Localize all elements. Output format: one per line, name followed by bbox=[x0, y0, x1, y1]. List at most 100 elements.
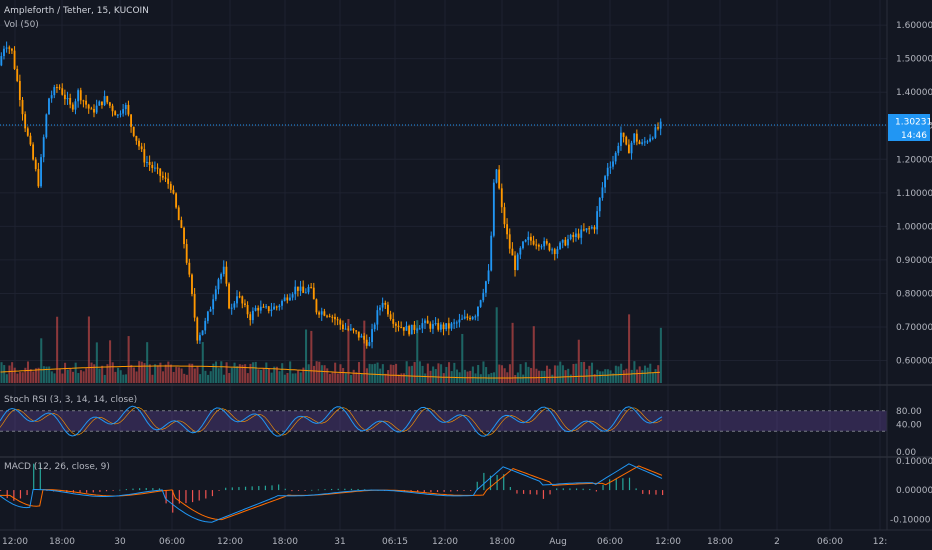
volume-bar bbox=[365, 368, 368, 383]
candle-body bbox=[620, 132, 622, 146]
volume-bar bbox=[471, 366, 474, 383]
macd-histogram-bar bbox=[470, 490, 472, 491]
candle-body bbox=[657, 127, 659, 129]
macd-histogram-bar bbox=[278, 484, 280, 491]
candle-body bbox=[490, 235, 493, 271]
candle-body bbox=[405, 325, 408, 331]
macd-histogram-bar bbox=[311, 489, 313, 491]
volume-bar bbox=[29, 369, 32, 383]
candle-body bbox=[0, 56, 3, 66]
volume-bar bbox=[130, 364, 133, 383]
candle-body bbox=[479, 300, 482, 307]
candle-body bbox=[508, 234, 511, 249]
candle-body bbox=[16, 68, 19, 81]
volume-bar bbox=[387, 370, 390, 383]
candle-body bbox=[598, 197, 601, 212]
volume-bar bbox=[551, 374, 554, 383]
candle-body bbox=[363, 335, 366, 340]
candle-body bbox=[548, 243, 551, 251]
volume-bar bbox=[56, 316, 59, 383]
candle-body bbox=[50, 95, 53, 99]
volume-bar bbox=[514, 374, 517, 383]
stoch-tick: 80.00 bbox=[896, 407, 922, 417]
candle-body bbox=[270, 309, 273, 312]
volume-bar bbox=[593, 374, 596, 383]
volume-bar bbox=[305, 329, 308, 383]
macd-histogram-bar bbox=[549, 490, 551, 495]
candle-body bbox=[318, 312, 321, 315]
candle-body bbox=[506, 224, 509, 235]
volume-bar bbox=[535, 368, 538, 383]
volume-bar bbox=[622, 370, 625, 383]
candle-body bbox=[108, 102, 111, 106]
volume-bar bbox=[249, 363, 252, 383]
volume-bar bbox=[307, 364, 310, 383]
volume-bar bbox=[109, 340, 112, 383]
candle-body bbox=[500, 188, 503, 208]
candle-body bbox=[310, 286, 313, 288]
candle-body bbox=[209, 309, 212, 312]
time-axis[interactable]: 12:00 18:00 30 06:00 12:00 18:00 31 06:15 12:00 1… bbox=[2, 537, 887, 547]
macd-histogram-bar bbox=[271, 485, 273, 491]
candle-body bbox=[471, 317, 474, 320]
candle-body bbox=[389, 314, 392, 320]
volume-bar bbox=[294, 373, 297, 383]
candle-body bbox=[326, 315, 328, 317]
candle-body bbox=[575, 233, 577, 238]
volume-bar bbox=[628, 314, 631, 383]
volume-bar bbox=[400, 373, 403, 383]
candle-body bbox=[302, 286, 305, 293]
candle-body bbox=[138, 140, 140, 147]
candle-body bbox=[442, 324, 445, 330]
volume-bar bbox=[612, 373, 615, 383]
volume-bar bbox=[172, 371, 175, 383]
volume-bar bbox=[21, 372, 24, 383]
candle-body bbox=[56, 87, 58, 89]
volume-bar bbox=[397, 374, 400, 383]
volume-bar bbox=[148, 364, 151, 383]
macd-histogram-bar bbox=[238, 487, 240, 491]
candle-body bbox=[273, 306, 275, 310]
candle-body bbox=[537, 244, 540, 247]
macd-histogram-bar bbox=[430, 490, 432, 493]
volume-bar bbox=[98, 368, 101, 383]
volume-bar bbox=[140, 361, 143, 383]
volume-bar bbox=[169, 364, 173, 383]
candle-body bbox=[106, 96, 109, 103]
grid bbox=[0, 0, 887, 530]
candle-body bbox=[522, 241, 524, 249]
volume-bar bbox=[154, 364, 157, 383]
candle-body bbox=[601, 187, 604, 198]
volume-bar bbox=[641, 370, 644, 383]
candle-body bbox=[551, 249, 554, 251]
volume-bar bbox=[103, 374, 106, 383]
volume-bar bbox=[281, 363, 284, 383]
volume-bar bbox=[350, 374, 353, 383]
price-axis[interactable]: 1.600001.500001.400001.300001.200001.100… bbox=[896, 21, 932, 366]
volume-bar bbox=[66, 369, 69, 383]
macd-tick: -0.10000 bbox=[890, 515, 931, 525]
candle-body bbox=[331, 316, 334, 318]
time-tick: 18:00 bbox=[707, 537, 733, 547]
candle-body bbox=[529, 236, 532, 241]
candle-body bbox=[357, 331, 360, 338]
volume-bar bbox=[347, 319, 350, 383]
time-tick: 12:00 bbox=[2, 537, 28, 547]
candle-body bbox=[561, 239, 564, 243]
macd-histogram-bar bbox=[364, 489, 366, 491]
candle-body bbox=[156, 167, 159, 169]
macd-tick: 0.00000 bbox=[896, 486, 932, 496]
volume-bar bbox=[527, 366, 530, 383]
candle-body bbox=[222, 266, 225, 275]
candle-body bbox=[360, 335, 363, 338]
candle-body bbox=[10, 48, 13, 51]
volume-bar bbox=[207, 374, 210, 383]
volume-bar bbox=[418, 361, 421, 383]
volume-bar bbox=[193, 368, 196, 383]
volume-bar bbox=[453, 362, 456, 383]
volume-bar bbox=[3, 365, 6, 383]
candle-body bbox=[254, 307, 257, 311]
candle-body bbox=[347, 328, 350, 330]
volume-bar bbox=[8, 365, 11, 383]
